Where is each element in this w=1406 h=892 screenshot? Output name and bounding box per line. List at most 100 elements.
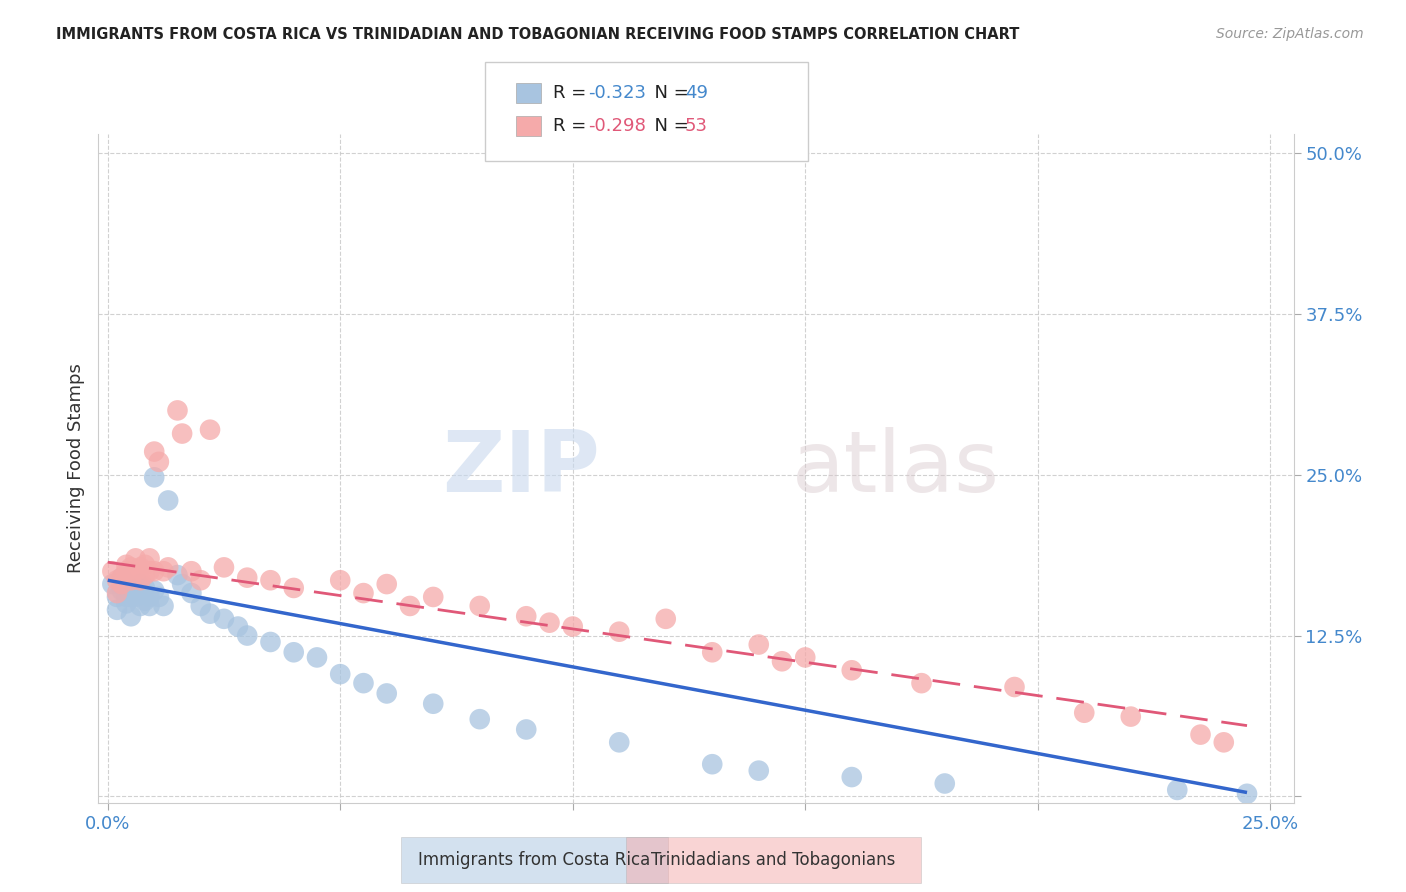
Point (111, 577, 134, 591)
Point (138, 564, 160, 578)
Point (1166, 783, 1188, 797)
Point (129, 560, 152, 574)
Point (120, 560, 142, 574)
Point (129, 586, 152, 600)
Point (138, 599, 160, 613)
Point (468, 599, 491, 613)
Point (120, 573, 142, 587)
Point (794, 650, 817, 665)
Point (198, 607, 221, 621)
Point (607, 624, 630, 639)
Point (375, 686, 398, 700)
Point (1073, 706, 1095, 720)
Point (115, 564, 138, 578)
Point (124, 581, 146, 595)
Point (468, 712, 491, 726)
Point (138, 551, 160, 566)
Point (399, 599, 422, 613)
Point (143, 564, 166, 578)
Point (748, 764, 770, 778)
Point (105, 573, 128, 587)
Point (143, 583, 166, 598)
Point (236, 629, 259, 643)
Point (422, 697, 444, 711)
Point (101, 564, 124, 578)
Text: atlas: atlas (792, 426, 1000, 510)
Point (236, 571, 259, 585)
Point (198, 423, 221, 437)
Point (655, 612, 678, 626)
Point (115, 558, 138, 572)
Point (283, 645, 305, 659)
Text: N =: N = (643, 117, 695, 135)
Point (124, 590, 146, 604)
Text: R =: R = (553, 84, 592, 102)
Point (172, 577, 194, 591)
Point (190, 573, 212, 587)
Point (1212, 735, 1234, 749)
Point (259, 573, 281, 587)
Point (143, 470, 166, 484)
Point (105, 586, 128, 600)
Point (422, 590, 444, 604)
Point (134, 594, 156, 608)
Point (329, 667, 352, 681)
Point (124, 551, 146, 566)
Text: Trinidadians and Tobagonians: Trinidadians and Tobagonians (651, 851, 896, 869)
Point (120, 590, 142, 604)
Point (934, 776, 956, 790)
Point (166, 403, 188, 417)
Text: R =: R = (553, 117, 592, 135)
Point (748, 638, 770, 652)
Text: ZIP: ZIP (443, 426, 600, 510)
Point (375, 577, 398, 591)
Point (148, 455, 170, 469)
Point (172, 426, 194, 441)
Point (157, 560, 180, 574)
Point (212, 560, 235, 574)
Text: Source: ZipAtlas.com: Source: ZipAtlas.com (1216, 27, 1364, 41)
Point (124, 564, 146, 578)
Text: Immigrants from Costa Rica: Immigrants from Costa Rica (418, 851, 651, 869)
Point (180, 586, 202, 600)
Y-axis label: Receiving Food Stamps: Receiving Food Stamps (66, 363, 84, 574)
Point (1004, 680, 1026, 694)
Point (143, 444, 166, 458)
Point (148, 590, 170, 604)
Point (129, 577, 152, 591)
Point (120, 609, 142, 624)
Point (1236, 787, 1258, 801)
Point (105, 603, 128, 617)
Point (841, 770, 863, 784)
Point (329, 573, 352, 587)
Point (770, 654, 793, 668)
Point (134, 558, 156, 572)
Point (702, 757, 724, 772)
Text: 53: 53 (685, 117, 707, 135)
Point (305, 650, 328, 665)
Point (111, 571, 134, 585)
Point (538, 615, 561, 630)
Point (910, 676, 932, 690)
Point (515, 609, 537, 624)
Point (353, 676, 375, 690)
Point (283, 581, 305, 595)
Point (129, 573, 152, 587)
Point (152, 564, 174, 578)
Point (702, 645, 724, 659)
Point (226, 619, 249, 633)
Point (1119, 709, 1142, 723)
Point (111, 583, 134, 598)
Text: IMMIGRANTS FROM COSTA RICA VS TRINIDADIAN AND TOBAGONIAN RECEIVING FOOD STAMPS C: IMMIGRANTS FROM COSTA RICA VS TRINIDADIA… (56, 27, 1019, 42)
Point (1189, 728, 1212, 742)
Point (515, 723, 537, 737)
Point (134, 581, 156, 595)
Point (134, 568, 156, 582)
Point (115, 577, 138, 591)
Point (129, 599, 152, 613)
Point (353, 586, 375, 600)
Point (111, 571, 134, 585)
Point (120, 583, 142, 598)
Point (152, 599, 174, 613)
Point (212, 612, 235, 626)
